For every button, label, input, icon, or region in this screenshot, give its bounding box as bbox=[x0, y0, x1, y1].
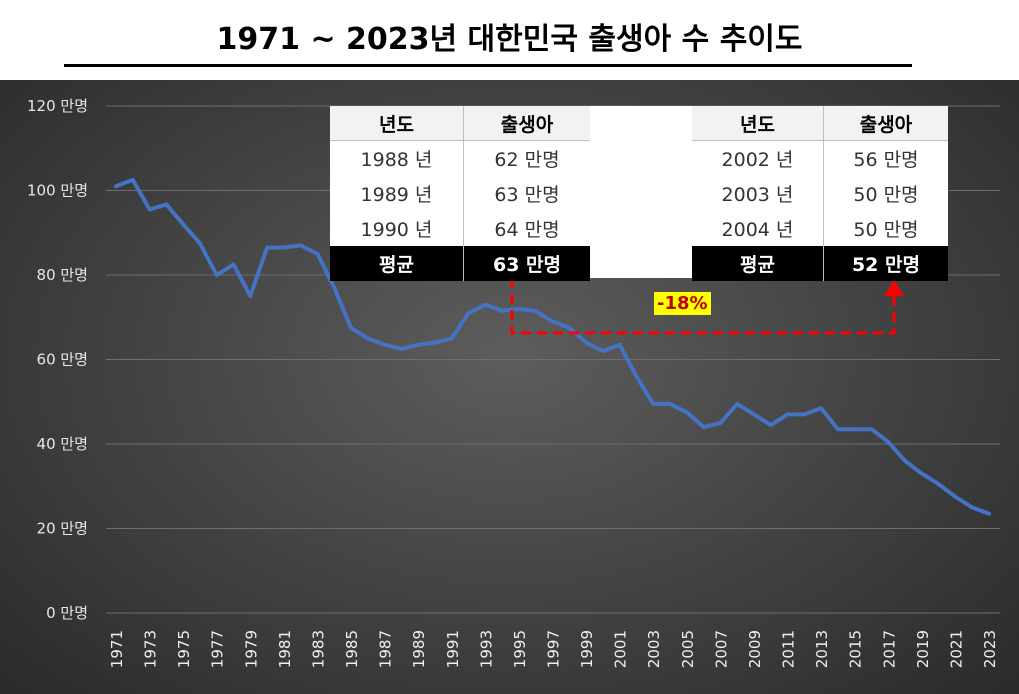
table-cell: 50 만명 bbox=[853, 219, 919, 241]
x-tick-label: 1993 bbox=[477, 630, 495, 668]
left-summary-table: 년도 출생아 1988 년 62 만명 1989 년 63 만명 1990 년 64 만… bbox=[330, 106, 590, 281]
x-tick-label: 1997 bbox=[545, 630, 563, 668]
x-tick-label: 1981 bbox=[276, 630, 294, 668]
table-cell: 1988 년 bbox=[330, 140, 464, 176]
table-header: 년도 bbox=[330, 106, 464, 141]
x-tick-label: 2003 bbox=[645, 630, 663, 668]
table-cell: 63 만명 bbox=[494, 184, 560, 206]
change-percentage-label: -18% bbox=[654, 292, 711, 315]
x-tick-label: 2009 bbox=[746, 630, 764, 668]
x-tick-label: 1999 bbox=[578, 630, 596, 668]
x-tick-label: 2019 bbox=[914, 630, 932, 668]
change-arrow-head bbox=[884, 280, 904, 296]
x-tick-label: 2015 bbox=[847, 630, 865, 668]
avg-value: 52 만명 bbox=[823, 246, 948, 281]
y-axis-ticks: 0 만명 20 만명 40 만명 60 만명 80 만명 100 만명 120 만명 bbox=[27, 97, 88, 622]
x-tick-label: 2005 bbox=[679, 630, 697, 668]
x-tick-label: 1985 bbox=[343, 630, 361, 668]
x-tick-label: 1995 bbox=[511, 630, 529, 668]
y-tick-label: 20 만명 bbox=[37, 520, 88, 538]
y-tick-label: 100 만명 bbox=[27, 182, 88, 200]
y-tick-label: 60 만명 bbox=[37, 351, 88, 369]
table-cell: 1989 년 bbox=[330, 176, 464, 211]
y-tick-label: 120 만명 bbox=[27, 97, 88, 115]
table-cell: 1990 년 bbox=[330, 211, 464, 246]
x-tick-label: 1991 bbox=[444, 630, 462, 668]
x-tick-label: 1973 bbox=[142, 630, 160, 668]
x-tick-label: 2001 bbox=[612, 630, 630, 668]
change-arrow bbox=[510, 278, 896, 335]
table-cell: 50 만명 bbox=[853, 184, 919, 206]
right-summary-table: 년도 출생아 2002 년 56 만명 2003 년 50 만명 2004 년 50 만… bbox=[692, 106, 948, 281]
title-underline bbox=[64, 64, 912, 67]
x-tick-label: 2011 bbox=[780, 630, 798, 668]
x-tick-label: 1977 bbox=[209, 630, 227, 668]
x-tick-label: 2017 bbox=[880, 630, 898, 668]
table-header: 년도 bbox=[692, 106, 824, 141]
table-header: 출생아 bbox=[823, 106, 948, 141]
y-tick-label: 0 만명 bbox=[46, 604, 88, 622]
x-tick-label: 2013 bbox=[813, 630, 831, 668]
birth-series-line bbox=[114, 177, 991, 516]
y-tick-label: 80 만명 bbox=[37, 266, 88, 284]
avg-label: 평균 bbox=[692, 246, 824, 281]
table-cell: 2003 년 bbox=[692, 176, 824, 211]
table-header: 출생아 bbox=[463, 106, 590, 141]
y-tick-label: 40 만명 bbox=[37, 435, 88, 453]
x-tick-label: 2023 bbox=[981, 630, 999, 668]
table-cell: 56 만명 bbox=[853, 149, 919, 171]
x-tick-label: 1989 bbox=[410, 630, 428, 668]
x-tick-label: 1971 bbox=[108, 630, 126, 668]
x-tick-label: 1983 bbox=[309, 630, 327, 668]
chart-title: 1971 ~ 2023년 대한민국 출생아 수 추이도 bbox=[216, 22, 803, 57]
x-tick-label: 1979 bbox=[242, 630, 260, 668]
x-tick-label: 2007 bbox=[712, 630, 730, 668]
x-tick-label: 1987 bbox=[377, 630, 395, 668]
table-gap bbox=[590, 106, 692, 278]
table-cell: 2004 년 bbox=[692, 211, 824, 246]
table-cell: 64 만명 bbox=[494, 219, 560, 241]
avg-label: 평균 bbox=[330, 246, 464, 281]
x-axis-ticks: 1971 1973 1975 1977 1979 1981 1983 1985 1987 1989… bbox=[108, 630, 999, 668]
x-tick-label: 2021 bbox=[947, 630, 965, 668]
table-cell: 62 만명 bbox=[494, 149, 560, 171]
avg-value: 63 만명 bbox=[463, 246, 590, 281]
x-tick-label: 1975 bbox=[175, 630, 193, 668]
table-cell: 2002 년 bbox=[692, 140, 824, 176]
